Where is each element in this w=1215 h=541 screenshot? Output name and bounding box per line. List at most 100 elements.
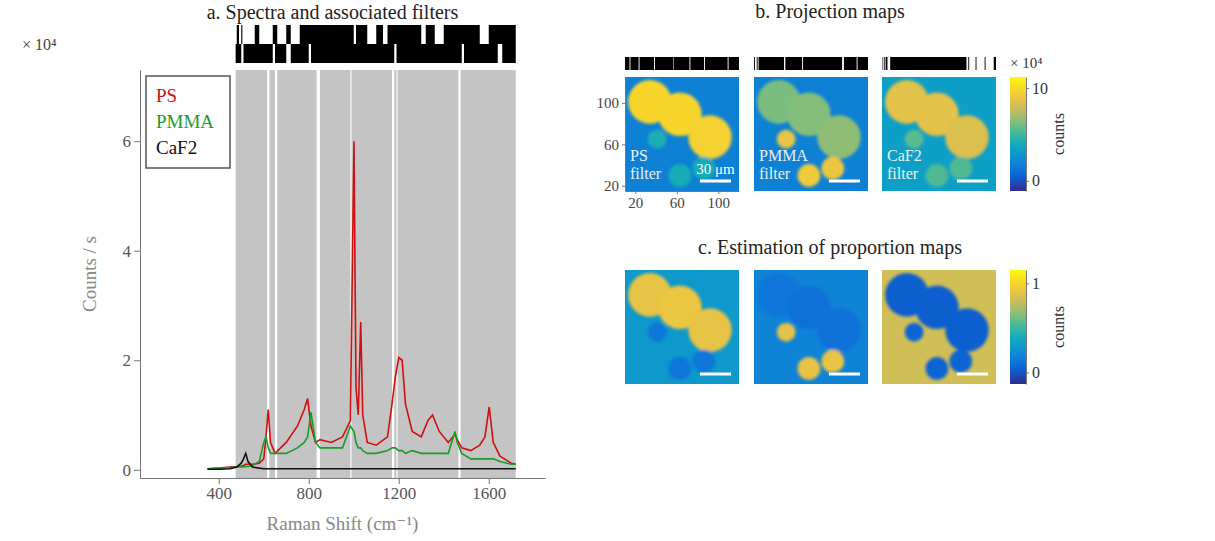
- barcode-segment: [311, 44, 394, 63]
- barcode-segment: [300, 25, 354, 44]
- particle: [798, 357, 821, 380]
- barcode-segment: [759, 57, 784, 70]
- scale-bar: [957, 180, 988, 183]
- particles: [885, 273, 989, 380]
- filter-band: [398, 70, 459, 478]
- barcode-segment: [275, 44, 286, 63]
- y-axis: 20 60 100: [597, 78, 626, 195]
- particle: [945, 308, 989, 352]
- map-label: PSfilter: [630, 147, 662, 182]
- tick-label: 6: [123, 132, 132, 151]
- legend-entry: PS: [156, 85, 177, 106]
- barcode-segment: [655, 57, 673, 70]
- barcode-segment: [444, 25, 480, 44]
- tick-label: 1200: [382, 484, 416, 503]
- scale-bar: [829, 373, 860, 376]
- map-area: [625, 77, 739, 191]
- particle: [692, 350, 715, 373]
- barcode-segment: [464, 44, 498, 63]
- barcode-segment: [858, 57, 868, 70]
- tick: 4: [123, 242, 141, 261]
- tick-label: 60: [670, 195, 685, 211]
- tick-label: 100: [597, 95, 620, 111]
- barcode-segment: [291, 44, 309, 63]
- barcode-segment: [803, 57, 842, 70]
- tick: 6: [123, 132, 141, 151]
- tick-label: 20: [604, 178, 619, 194]
- map-background: [882, 77, 996, 191]
- barcode-segment: [729, 57, 739, 70]
- panel-maps: c. Estimation of proportion maps 0 1 counts: [625, 236, 1067, 385]
- tick: 400: [207, 478, 233, 503]
- colorbar-title: counts: [1050, 306, 1067, 348]
- tick: 0: [1026, 172, 1040, 189]
- legend-entry: CaF2: [156, 137, 197, 158]
- barcode-segment: [975, 57, 977, 70]
- barcode-segment: [883, 57, 885, 70]
- x-axis: 2060100: [626, 191, 740, 211]
- barcode-segment: [244, 44, 273, 63]
- map-background: [754, 77, 868, 191]
- particle: [817, 308, 861, 352]
- barcode-segment: [785, 57, 802, 70]
- particle: [905, 323, 924, 342]
- map-area: [882, 77, 996, 191]
- barcode: [754, 57, 868, 70]
- map-label: PMMAfilter: [759, 147, 808, 182]
- tick-label: 1600: [472, 484, 506, 503]
- barcode-segment: [882, 57, 883, 70]
- particle: [926, 164, 949, 187]
- axis-line: [1026, 271, 1027, 385]
- particle: [688, 115, 732, 159]
- y-axis: 0 2 4 6: [123, 71, 141, 480]
- tick: 100: [597, 95, 626, 111]
- tick-mark: [677, 191, 678, 194]
- scale-bar: [700, 180, 731, 183]
- y-axis-title: Counts / s: [79, 236, 100, 312]
- tick-mark: [1026, 283, 1029, 284]
- barcode-segment: [236, 44, 242, 63]
- tick: 0: [123, 461, 141, 480]
- legend-entry: PMMA: [156, 111, 214, 132]
- x-axis: 40080012001600: [141, 478, 546, 503]
- barcode-segment: [376, 25, 383, 44]
- tick-mark: [622, 144, 625, 145]
- tick-label: 400: [207, 484, 233, 503]
- tick-label: 0: [1032, 364, 1040, 381]
- tick-mark: [134, 141, 140, 142]
- figure: a. Spectra and associated filters4008001…: [0, 0, 1215, 541]
- tick-label: 60: [604, 137, 619, 153]
- tick-mark: [635, 191, 636, 194]
- axis-line: [1026, 78, 1027, 192]
- spectrum-line: [208, 412, 516, 468]
- filter-band: [394, 70, 396, 478]
- axis-line: [141, 478, 546, 479]
- map: [625, 270, 739, 384]
- axis-line: [140, 71, 141, 479]
- barcode-segment: [890, 57, 966, 70]
- barcode-segment: [273, 25, 278, 44]
- tick-mark: [622, 186, 625, 187]
- tick: 1200: [382, 478, 416, 503]
- map-background: [882, 270, 996, 384]
- map: 30 μmPSfilter20601002060100: [597, 57, 740, 211]
- barcode-segment: [640, 57, 655, 70]
- tick-label: 2: [123, 351, 132, 370]
- panel-title: c. Estimation of proportion maps: [698, 236, 962, 259]
- spectrum-line: [208, 141, 516, 468]
- scale-bar: [829, 180, 860, 183]
- particle: [949, 350, 972, 373]
- tick-mark: [134, 251, 140, 252]
- legend: PS PMMA CaF2: [146, 76, 230, 168]
- particle: [688, 308, 732, 352]
- particle: [945, 115, 989, 159]
- map-area: [754, 77, 868, 191]
- particle: [926, 357, 949, 380]
- particle: [821, 157, 844, 180]
- filter-band: [320, 70, 350, 478]
- map-area: [625, 270, 739, 384]
- tick: 100: [708, 191, 731, 211]
- particle: [669, 357, 692, 380]
- spectrum-line: [208, 453, 516, 469]
- tick: 1: [1026, 275, 1040, 292]
